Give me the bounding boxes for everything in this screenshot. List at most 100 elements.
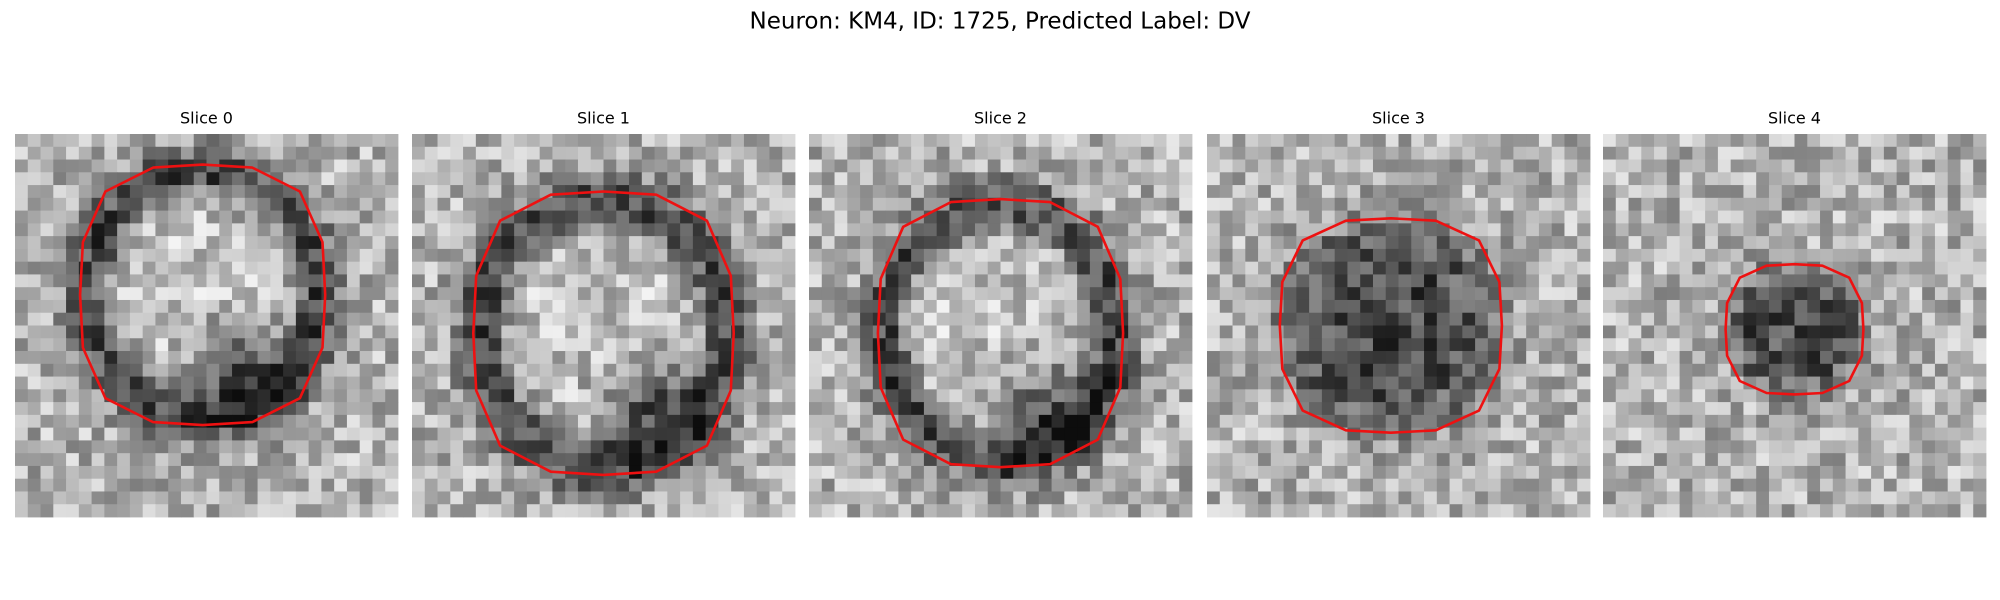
- pixel: [1743, 299, 1757, 314]
- pixel: [1768, 274, 1783, 288]
- pixel: [437, 172, 451, 186]
- pixel: [1089, 363, 1104, 377]
- pixel: [1179, 414, 1193, 429]
- pixel: [616, 223, 630, 237]
- pixel: [346, 363, 361, 377]
- pixel: [283, 312, 297, 326]
- pixel: [450, 134, 464, 148]
- pixel: [53, 427, 67, 441]
- pixel: [923, 325, 938, 339]
- pixel: [1270, 172, 1284, 186]
- pixel: [1730, 325, 1744, 339]
- pixel: [1411, 274, 1425, 288]
- pixel: [860, 287, 874, 301]
- pixel: [1487, 440, 1502, 454]
- pixel: [705, 478, 719, 492]
- pixel: [117, 376, 131, 390]
- pixel: [987, 440, 1001, 454]
- pixel: [987, 389, 1001, 403]
- pixel: [1321, 440, 1336, 454]
- pixel: [1973, 146, 1987, 160]
- pixel: [1309, 236, 1323, 250]
- pixel: [1551, 223, 1565, 237]
- pixel: [872, 172, 886, 186]
- pixel: [1615, 414, 1629, 429]
- pixel: [129, 504, 144, 518]
- pixel: [1960, 440, 1974, 454]
- pixel: [1475, 465, 1489, 480]
- pixel: [1781, 465, 1795, 480]
- pixel: [1947, 223, 1961, 237]
- pixel: [1360, 197, 1374, 211]
- pixel: [1347, 453, 1361, 467]
- pixel: [705, 172, 719, 186]
- pixel: [1692, 159, 1706, 173]
- pixel: [1245, 465, 1259, 480]
- panel-title: Slice 2: [974, 109, 1027, 128]
- pixel: [1424, 299, 1438, 314]
- pixel: [346, 504, 361, 518]
- pixel: [821, 440, 835, 454]
- pixel: [424, 172, 438, 186]
- pixel: [1820, 376, 1834, 390]
- pixel: [1077, 325, 1091, 339]
- pixel: [193, 172, 207, 186]
- pixel: [1398, 134, 1412, 148]
- pixel: [117, 338, 131, 352]
- pixel: [1270, 478, 1284, 492]
- pixel: [809, 440, 823, 454]
- pixel: [809, 351, 823, 365]
- pixel: [1270, 197, 1284, 211]
- pixel: [872, 504, 886, 518]
- pixel: [782, 172, 796, 186]
- pixel: [577, 287, 592, 301]
- pixel: [731, 389, 745, 403]
- pixel: [1654, 440, 1668, 454]
- pixel: [1321, 504, 1336, 518]
- pixel: [629, 338, 643, 352]
- pixel: [1615, 363, 1629, 377]
- pixel: [475, 325, 489, 339]
- pixel: [949, 389, 963, 403]
- pixel: [193, 504, 207, 518]
- pixel: [911, 236, 925, 250]
- pixel: [1283, 351, 1297, 365]
- pixel: [705, 338, 719, 352]
- pixel: [949, 325, 963, 339]
- pixel: [219, 274, 233, 288]
- pixel: [1077, 159, 1091, 173]
- pixel: [1102, 159, 1116, 173]
- pixel: [1026, 376, 1040, 390]
- pixel: [1641, 478, 1655, 492]
- pixel: [987, 402, 1001, 416]
- pixel: [1064, 389, 1078, 403]
- pixel: [1140, 210, 1155, 224]
- pixel: [1411, 478, 1425, 492]
- pixel: [1896, 376, 1910, 390]
- pixel: [667, 363, 681, 377]
- pixel: [1385, 351, 1399, 365]
- pixel: [1832, 402, 1846, 416]
- pixel: [590, 312, 604, 326]
- pixel: [974, 312, 989, 326]
- pixel: [129, 363, 144, 377]
- pixel: [1603, 491, 1617, 505]
- pixel: [1858, 210, 1872, 224]
- pixel: [232, 504, 246, 518]
- pixel: [911, 325, 925, 339]
- pixel: [1449, 172, 1463, 186]
- pixel: [283, 172, 297, 186]
- pixel: [718, 478, 732, 492]
- pixel: [885, 197, 899, 211]
- pixel: [1232, 210, 1246, 224]
- pixel: [1334, 185, 1348, 199]
- pixel: [1385, 146, 1399, 160]
- pixel: [1500, 236, 1514, 250]
- pixel: [180, 504, 195, 518]
- pixel: [1615, 427, 1629, 441]
- pixel: [1922, 299, 1936, 314]
- pixel: [1309, 274, 1323, 288]
- pixel: [1436, 376, 1450, 390]
- pixel: [129, 210, 144, 224]
- pixel: [1973, 453, 1987, 467]
